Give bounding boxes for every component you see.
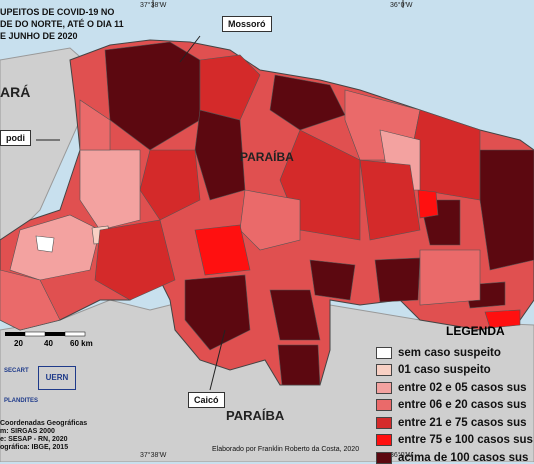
municipality xyxy=(79,99,111,151)
municipality xyxy=(199,54,261,121)
scale-label-40: 40 xyxy=(44,339,53,348)
municipality xyxy=(419,249,481,306)
municipality xyxy=(417,189,439,219)
coord-bottom-right: 36°0'W xyxy=(390,452,413,459)
logo-uern: UERN xyxy=(38,366,76,390)
scale-bar xyxy=(5,331,86,337)
municipality xyxy=(79,149,141,231)
title-line: UPEITOS DE COVID-19 NO xyxy=(0,7,115,17)
legend-title: LEGENDA xyxy=(446,324,505,338)
callout-caico: Caicó xyxy=(188,392,225,408)
footer-note: e: SESAP - RN, 2020 xyxy=(0,436,68,443)
state-label-paraiba-bottom: PARAÍBA xyxy=(226,408,285,423)
municipality xyxy=(479,149,534,271)
caico-leader xyxy=(209,329,226,391)
legend-label: entre 06 e 20 casos sus xyxy=(398,399,527,411)
legend-label: entre 21 e 75 casos sus xyxy=(398,416,527,429)
callout-apodi: podi xyxy=(0,130,31,146)
municipality xyxy=(277,344,321,386)
coord-bottom-left: 37°38'W xyxy=(140,452,167,459)
legend-label: entre 75 e 100 casos sus xyxy=(398,434,533,446)
legend-swatch xyxy=(376,434,392,446)
map-title: UPEITOS DE COVID-19 NO DE DO NORTE, ATÉ … xyxy=(0,6,130,42)
logo-plandites: PLANDITES xyxy=(4,398,39,404)
legend-item: entre 02 e 05 casos sus xyxy=(376,381,527,394)
legend-item: entre 21 e 75 casos sus xyxy=(376,416,527,429)
municipalities xyxy=(0,41,534,386)
legend-swatch xyxy=(376,364,392,376)
legend-item: acima de 100 casos sus xyxy=(376,451,528,464)
municipality xyxy=(184,274,251,351)
footer-note: ográfica: IBGE, 2015 xyxy=(0,444,69,451)
legend-label: 01 caso suspeito xyxy=(398,364,491,376)
footer-note: m: SIRGAS 2000 xyxy=(0,428,55,435)
legend-swatch xyxy=(376,399,392,411)
legend-label: acima de 100 casos sus xyxy=(398,451,529,464)
municipality xyxy=(0,269,61,331)
legend-swatch xyxy=(376,346,392,359)
legend-item: entre 75 e 100 casos sus xyxy=(376,434,533,447)
municipality xyxy=(239,189,301,251)
title-line: E JUNHO DE 2020 xyxy=(0,31,78,41)
legend-label: entre 02 e 05 casos sus xyxy=(398,381,527,394)
state-label-paraiba-top: PARAÍBA xyxy=(240,150,294,164)
state-label-ceara: ARÁ xyxy=(0,84,31,100)
logo-secart: SECART xyxy=(4,368,29,374)
scale-label-60: 60 km xyxy=(70,339,93,348)
municipality xyxy=(9,214,101,281)
municipality xyxy=(484,309,521,329)
legend-item: sem caso suspeito xyxy=(376,346,501,359)
footer-notes: Coordenadas Geográficas m: SIRGAS 2000 e… xyxy=(0,420,87,452)
legend-item: 01 caso suspeito xyxy=(376,364,491,377)
callout-mossoro: Mossoró xyxy=(222,16,272,32)
municipality xyxy=(269,289,321,341)
municipality xyxy=(35,235,55,253)
municipality xyxy=(374,257,421,303)
scale-label-20: 20 xyxy=(14,339,23,348)
municipality xyxy=(359,159,421,241)
municipality xyxy=(409,109,481,201)
municipality xyxy=(139,149,201,221)
credit: Elaborado por Franklin Roberto da Costa,… xyxy=(212,446,360,453)
footer-note: Coordenadas Geográficas xyxy=(0,420,88,427)
municipality xyxy=(309,259,356,301)
coord-top-left: 37°38'W xyxy=(140,2,167,9)
municipality xyxy=(269,74,346,131)
legend-swatch xyxy=(376,416,392,429)
legend-item: entre 06 e 20 casos sus xyxy=(376,399,527,412)
title-line: DE DO NORTE, ATÉ O DIA 11 xyxy=(0,19,124,29)
legend-label: sem caso suspeito xyxy=(398,346,501,359)
coord-top-right: 36°0'W xyxy=(390,2,413,9)
mossoro-leader xyxy=(179,35,201,63)
legend-swatch xyxy=(376,381,392,394)
municipality xyxy=(194,224,251,276)
municipality xyxy=(94,219,176,301)
